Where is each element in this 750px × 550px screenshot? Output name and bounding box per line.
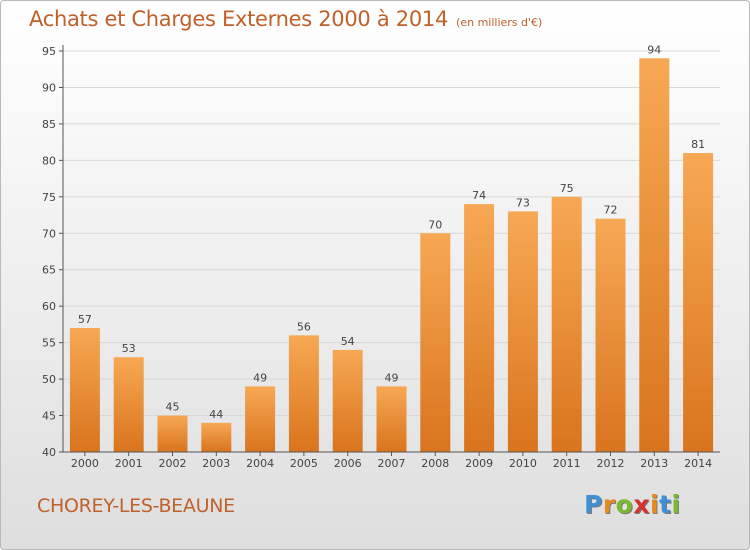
logo-letter: i	[671, 490, 681, 519]
bar	[69, 328, 100, 452]
logo-letter: r	[602, 490, 616, 519]
logo-letter: P	[584, 490, 603, 519]
bar	[245, 386, 276, 452]
x-tick-label: 2014	[684, 457, 712, 470]
chart-title-block: Achats et Charges Externes 2000 à 2014 (e…	[29, 7, 542, 31]
axes: 40 45 50 55 60 65 70 75 80 85 90 95 2000 2001 2002 2003…	[42, 45, 720, 470]
x-tick-label: 2013	[640, 457, 668, 470]
bar	[683, 153, 714, 452]
bar-value-label: 73	[516, 196, 530, 209]
x-tick-label: 2002	[159, 457, 187, 470]
logo-letter: x	[633, 490, 650, 519]
bar	[113, 357, 144, 452]
x-tick-label: 2007	[378, 457, 406, 470]
bar-value-label: 75	[560, 182, 574, 195]
bar	[288, 335, 319, 452]
logo-letter: o	[615, 490, 634, 519]
bar-value-label: 49	[253, 371, 267, 384]
y-tick-label: 60	[42, 300, 56, 313]
bar	[376, 386, 407, 452]
commune-name: CHOREY-LES-BEAUNE	[37, 495, 235, 517]
bar-value-label: 56	[297, 320, 311, 333]
y-tick-label: 40	[42, 446, 56, 459]
x-tick-label: 2000	[71, 457, 99, 470]
bar	[201, 422, 232, 452]
x-tick-label: 2004	[246, 457, 274, 470]
proxiti-logo[interactable]: Proxiti	[584, 490, 681, 519]
bar	[332, 349, 363, 452]
y-tick-label: 80	[42, 154, 56, 167]
bar	[551, 196, 582, 452]
y-tick-label: 55	[42, 337, 56, 350]
bar-value-label: 94	[647, 43, 661, 56]
bar-value-label: 54	[341, 335, 355, 348]
bar	[420, 233, 451, 452]
y-tick-label: 75	[42, 191, 56, 204]
bar-value-label: 70	[428, 218, 442, 231]
x-tick-label: 2010	[509, 457, 537, 470]
bar	[157, 415, 188, 452]
y-tick-label: 85	[42, 118, 56, 131]
x-tick-label: 2001	[115, 457, 143, 470]
bar-value-label: 81	[691, 138, 705, 151]
bars: 57 53 45 44 49 56 54 49 70 74 73 75 72 94 81	[69, 43, 714, 453]
x-tick-label: 2011	[553, 457, 581, 470]
chart-subtitle: (en milliers d'€)	[456, 16, 543, 29]
bar-value-label: 45	[166, 401, 180, 414]
y-tick-label: 65	[42, 264, 56, 277]
y-tick-label: 70	[42, 227, 56, 240]
chart-title: Achats et Charges Externes 2000 à 2014	[29, 7, 449, 31]
x-tick-label: 2005	[290, 457, 318, 470]
bar	[595, 218, 626, 452]
y-tick-label: 90	[42, 81, 56, 94]
y-tick-label: 50	[42, 373, 56, 386]
bar-value-label: 49	[385, 371, 399, 384]
bar	[507, 211, 538, 452]
x-tick-label: 2006	[334, 457, 362, 470]
logo-letter: i	[650, 490, 660, 519]
logo-letter: t	[659, 490, 672, 519]
bar-value-label: 53	[122, 342, 136, 355]
y-tick-label: 95	[42, 45, 56, 58]
bar-value-label: 72	[604, 204, 618, 217]
x-tick-label: 2009	[465, 457, 493, 470]
x-tick-label: 2003	[202, 457, 230, 470]
bar	[464, 204, 495, 452]
x-tick-label: 2012	[597, 457, 625, 470]
bar-value-label: 74	[472, 189, 486, 202]
bar-value-label: 57	[78, 313, 92, 326]
bar	[639, 58, 670, 453]
x-tick-label: 2008	[421, 457, 449, 470]
bar-value-label: 44	[209, 408, 223, 421]
y-tick-label: 45	[42, 410, 56, 423]
